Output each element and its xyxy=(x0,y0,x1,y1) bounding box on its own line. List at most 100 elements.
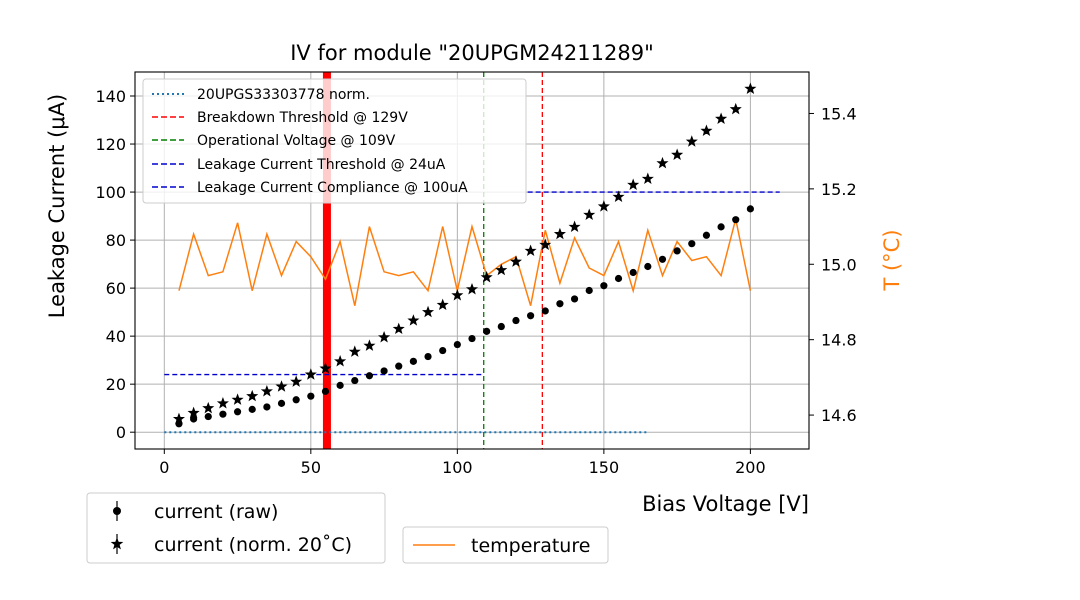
legend-temperature: temperature xyxy=(402,526,609,564)
norm-current-point xyxy=(729,102,742,115)
y-tick-label: 60 xyxy=(106,279,126,298)
y2-axis-label: T (°C) xyxy=(880,229,904,291)
norm-current-point xyxy=(509,255,522,267)
raw-current-point xyxy=(190,415,198,423)
norm-current-point xyxy=(407,314,420,326)
temperature-layer xyxy=(178,218,752,306)
raw-current-point xyxy=(629,268,637,277)
raw-current-point xyxy=(263,403,271,411)
raw-current-point xyxy=(439,346,447,355)
norm-current-point xyxy=(363,339,376,351)
raw-current-point xyxy=(365,372,374,380)
raw-current-point xyxy=(570,295,579,303)
norm-current-point xyxy=(627,178,640,190)
norm-current-point xyxy=(685,135,698,147)
legend-marker-raw xyxy=(113,507,121,515)
chart-title: IV for module "20UPGM24211289" xyxy=(290,41,654,65)
norm-current-point xyxy=(290,375,303,387)
raw-current-point xyxy=(673,247,681,255)
norm-current-point xyxy=(202,401,215,414)
legend-label-breakdown: Breakdown Threshold @ 129V xyxy=(197,110,408,126)
y2-tick-label: 15.2 xyxy=(821,180,857,199)
raw-current-point xyxy=(746,205,754,213)
y-tick-label: 0 xyxy=(116,423,126,442)
norm-current-point xyxy=(744,82,757,94)
x-tick-label: 200 xyxy=(735,458,766,477)
legend-box xyxy=(142,78,527,204)
norm-current-point xyxy=(260,385,273,397)
norm-current-point xyxy=(451,288,464,301)
plot-frame xyxy=(134,71,810,450)
raw-current-point xyxy=(219,410,227,418)
norm-current-point xyxy=(319,362,332,374)
y-tick-label: 40 xyxy=(106,327,126,346)
norm-current-point xyxy=(641,172,654,184)
raw-current-point xyxy=(541,307,549,315)
raw-current-point xyxy=(556,300,564,308)
y2-tick-label: 14.8 xyxy=(821,331,857,350)
raw-current-point xyxy=(658,255,667,263)
legend-label-compliance: Leakage Current Compliance @ 100uA xyxy=(197,180,468,196)
raw-current-point xyxy=(248,405,256,413)
legend-current: current (raw) current (norm. 20˚C) xyxy=(86,492,386,564)
x-axis-label: Bias Voltage [V] xyxy=(642,492,809,516)
norm-current-point xyxy=(378,330,391,343)
norm-current-point xyxy=(656,156,669,169)
norm-current-point xyxy=(187,406,200,419)
threshold-lines xyxy=(164,72,780,449)
legend-label-reference: 20UPGS33303778 norm. xyxy=(197,87,370,103)
raw-current-point xyxy=(409,357,417,365)
raw-current-point xyxy=(204,412,212,421)
norm-current-point xyxy=(568,220,581,233)
norm-current-point xyxy=(715,112,728,124)
raw-current-point xyxy=(497,322,505,331)
legend-label-norm: current (norm. 20˚C) xyxy=(154,534,352,556)
norm-current-point xyxy=(553,227,566,240)
raw-current-point xyxy=(292,396,300,404)
current-points xyxy=(172,82,757,428)
raw-current-point xyxy=(395,362,403,370)
y2-tick-label: 14.6 xyxy=(821,406,857,425)
raw-current-point xyxy=(351,376,359,385)
legend-temperature-box xyxy=(402,526,609,564)
legend-label-temperature: temperature xyxy=(471,535,590,557)
legend-current-box xyxy=(86,492,386,564)
y2-tick-label: 15.4 xyxy=(821,104,857,123)
norm-current-point xyxy=(392,322,405,335)
norm-current-point xyxy=(422,305,435,318)
legend-label-leakage-threshold: Leakage Current Threshold @ 24uA xyxy=(197,157,446,173)
temperature-line xyxy=(178,218,752,306)
y2-tick-label: 15.0 xyxy=(821,255,857,274)
raw-current-point xyxy=(717,223,725,231)
raw-current-point xyxy=(424,352,432,361)
raw-current-point xyxy=(585,286,593,295)
y-tick-label: 20 xyxy=(106,375,126,394)
norm-current-point xyxy=(480,270,493,283)
raw-current-point xyxy=(277,399,286,407)
raw-current-point xyxy=(233,408,242,416)
norm-current-point xyxy=(583,208,596,221)
y-tick-label: 80 xyxy=(106,231,126,250)
raw-current-point xyxy=(688,240,696,248)
raw-current-point xyxy=(468,334,476,343)
norm-current-point xyxy=(436,298,449,311)
y-tick-label: 120 xyxy=(95,135,126,154)
legend-thresholds: 20UPGS33303778 norm. Breakdown Threshold… xyxy=(142,78,527,204)
norm-current-point xyxy=(275,380,288,392)
raw-current-point xyxy=(527,312,535,320)
raw-current-point xyxy=(453,340,461,349)
norm-current-point xyxy=(465,282,479,295)
norm-current-point xyxy=(231,393,244,405)
norm-current-point xyxy=(612,190,625,202)
raw-current-point xyxy=(702,231,711,239)
x-tick-label: 150 xyxy=(589,458,620,477)
x-tick-label: 100 xyxy=(442,458,473,477)
y-tick-label: 140 xyxy=(95,87,126,106)
norm-current-point xyxy=(246,389,259,402)
norm-current-point xyxy=(700,124,713,136)
x-tick-label: 50 xyxy=(301,458,321,477)
raw-current-point xyxy=(512,316,520,325)
norm-current-point xyxy=(172,412,185,425)
norm-current-point xyxy=(348,345,361,357)
raw-current-point xyxy=(307,392,315,400)
